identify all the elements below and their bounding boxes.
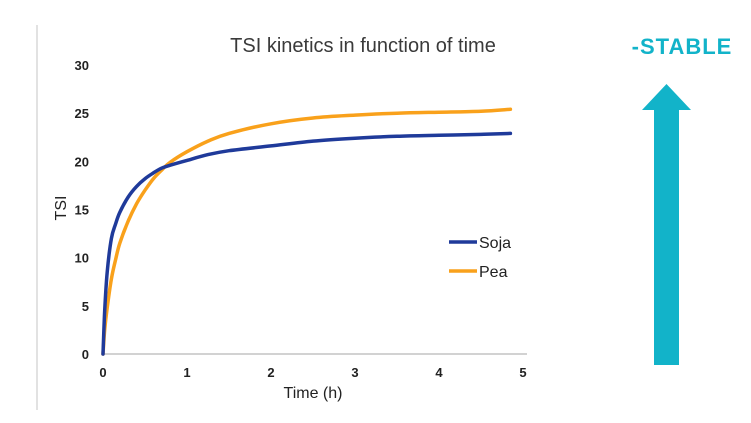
x-tick-label: 3: [351, 365, 358, 380]
x-tick-label: 2: [267, 365, 274, 380]
stable-arrow-head: [642, 84, 691, 110]
y-tick-label: 15: [75, 203, 89, 218]
x-tick-label: 1: [183, 365, 190, 380]
stable-label: -STABLE: [632, 34, 733, 59]
x-tick-label: 5: [519, 365, 526, 380]
x-tick-label: 0: [99, 365, 106, 380]
legend-label-soja: Soja: [479, 235, 511, 252]
y-axis-label: TSI: [53, 196, 70, 221]
chart-legend: Soja Pea: [449, 235, 511, 281]
x-axis-ticks: 0 1 2 3 4 5: [99, 365, 526, 380]
stable-arrow-icon: [642, 84, 691, 365]
plot-series: [101, 107, 513, 356]
x-axis-label: Time (h): [284, 385, 343, 402]
y-tick-label: 0: [82, 347, 89, 362]
stable-arrow-shaft: [654, 110, 679, 365]
chart-title: TSI kinetics in function of time: [230, 35, 496, 57]
y-axis-ticks: 0 5 10 15 20 25 30: [75, 58, 89, 362]
y-tick-label: 30: [75, 58, 89, 73]
x-tick-label: 4: [435, 365, 443, 380]
series-line-pea: [101, 107, 513, 356]
legend-label-pea: Pea: [479, 264, 508, 281]
series-line-soja: [101, 131, 513, 356]
y-tick-label: 10: [75, 251, 89, 266]
y-tick-label: 5: [82, 299, 89, 314]
y-tick-label: 20: [75, 154, 89, 169]
y-tick-label: 25: [75, 106, 89, 121]
